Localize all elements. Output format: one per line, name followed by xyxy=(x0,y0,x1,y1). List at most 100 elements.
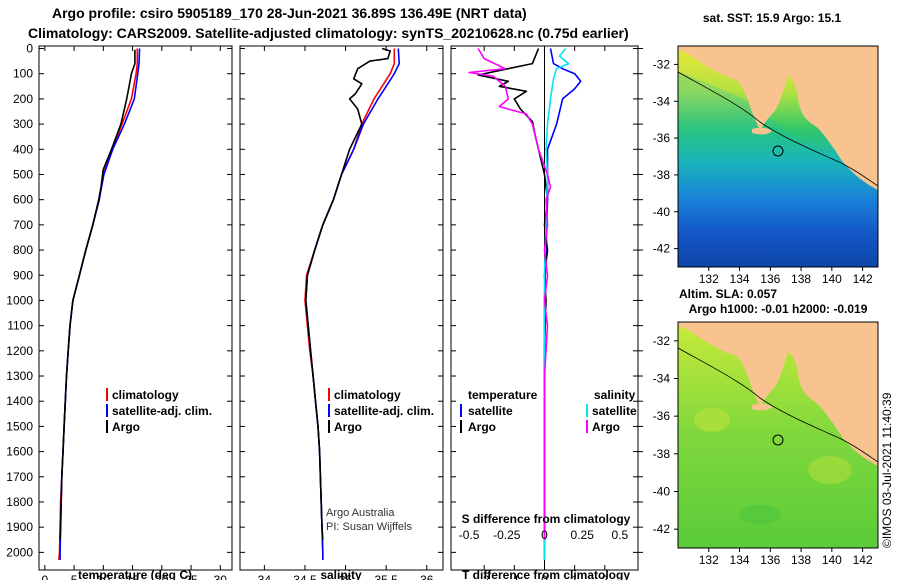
sst-map-ticks: -32 -34 -36 -38 -40 -42 132 134 136 138 140 142 xyxy=(653,57,873,286)
depth-label: 1500 xyxy=(6,419,33,433)
sst-cold-band xyxy=(678,72,878,267)
imos-timestamp: ©IMOS 03-Jul-2021 11:40:39 xyxy=(880,392,894,548)
sst-map-frame xyxy=(677,45,879,268)
depth-label: 1200 xyxy=(6,344,33,358)
lat-label: -42 xyxy=(653,242,671,256)
figure-title-line1: Argo profile: csiro 5905189_170 28-Jun-2… xyxy=(52,5,527,21)
salinity-legend: climatology satellite-adj. clim. Argo xyxy=(328,388,434,434)
depth-label: 100 xyxy=(13,67,33,81)
legend-mark-climatology xyxy=(328,388,330,401)
sst-map: sat. SST: 15.9 Argo: 15.1 -32 -34 -36 -38 -4… xyxy=(653,11,879,286)
legend-argo: Argo xyxy=(112,420,140,434)
depth-label: 1300 xyxy=(6,369,33,383)
legend-climatology: climatology xyxy=(334,388,401,402)
lat-label: -34 xyxy=(653,372,671,386)
argo-position-marker xyxy=(772,434,784,446)
lon-label: 132 xyxy=(699,272,719,286)
legend-temperature-heading: temperature xyxy=(468,388,538,402)
legend-argo: Argo xyxy=(334,420,362,434)
legend-mark-argo xyxy=(106,420,108,433)
depth-label: 0 xyxy=(26,42,33,56)
legend-mark-temp-argo xyxy=(460,420,462,433)
legend-mark-sal-argo xyxy=(586,420,588,433)
depth-label: 1700 xyxy=(6,470,33,484)
kangaroo-island xyxy=(752,403,772,411)
x-tick-label: 1 xyxy=(571,573,578,580)
lon-label: 142 xyxy=(853,272,873,286)
depth-label: 1600 xyxy=(6,445,33,459)
temperature-legend: climatology satellite-adj. clim. Argo xyxy=(106,388,212,434)
x-tick-label: -2 xyxy=(479,573,490,580)
s-tick-label: 0.5 xyxy=(612,528,629,542)
salinity-panel: 34 34.5 35 35.5 36 climatology satellite-adj… xyxy=(239,45,444,585)
temperature-panel: 0 5 10 15 20 25 30 climatology satellite-adj. … xyxy=(38,45,233,585)
x-tick-label: 30 xyxy=(214,573,228,580)
s-tick-label: 0.25 xyxy=(571,528,595,542)
australia-land xyxy=(678,322,878,466)
s-tick-label: -0.25 xyxy=(493,528,521,542)
x-tick-label: 5 xyxy=(71,573,78,580)
sst-map-title: sat. SST: 15.9 Argo: 15.1 xyxy=(703,11,842,25)
s-difference-label: S difference from climatology xyxy=(462,512,631,526)
depth-label: 2000 xyxy=(6,545,33,559)
depth-axis: 0 100 200 300 400 500 600 700 800 900 1000 1100 1200… xyxy=(6,42,33,560)
lat-label: -32 xyxy=(653,334,671,348)
difference-profile-lines xyxy=(468,46,582,570)
sla-eddy xyxy=(694,408,730,432)
depth-label: 600 xyxy=(13,193,33,207)
depth-label: 200 xyxy=(13,92,33,106)
legend-salinity-heading: salinity xyxy=(594,388,636,402)
x-tick-label: 34 xyxy=(258,573,272,580)
difference-legend: temperature satellite Argo salinity sate… xyxy=(460,388,637,434)
credit-line2: PI: Susan Wijffels xyxy=(326,521,412,533)
x-tick-label: 35.5 xyxy=(374,573,398,580)
x-tick-label: 0 xyxy=(541,573,548,580)
sla-map-ticks: -32 -34 -36 -38 -40 -42 132 134 136 138 140 142 xyxy=(653,334,873,567)
x-tick-label: 2 xyxy=(601,573,608,580)
lon-label: 134 xyxy=(730,553,750,567)
temperature-profile-lines xyxy=(58,48,141,560)
depth-label: 800 xyxy=(13,243,33,257)
legend-satellite: satellite-adj. clim. xyxy=(334,404,434,418)
legend-mark-satellite xyxy=(328,404,330,417)
legend-sal-argo: Argo xyxy=(592,420,620,434)
legend-mark-climatology xyxy=(106,388,108,401)
figure-title-line2: Climatology: CARS2009. Satellite-adjuste… xyxy=(28,25,629,41)
x-tick-label: -1 xyxy=(509,573,520,580)
argo-position-marker xyxy=(772,145,784,157)
sla-map-title1: Altim. SLA: 0.057 xyxy=(679,287,777,301)
difference-x-ticks: -2 -1 0 1 2 xyxy=(451,46,638,585)
lat-label: -38 xyxy=(653,447,671,461)
legend-temp-argo: Argo xyxy=(468,420,496,434)
legend-satellite: satellite-adj. clim. xyxy=(112,404,212,418)
lon-label: 132 xyxy=(699,553,719,567)
s-tick-label: -0.5 xyxy=(459,528,480,542)
lon-label: 138 xyxy=(791,553,811,567)
kangaroo-island xyxy=(752,127,772,135)
australia-land xyxy=(678,46,878,190)
legend-mark-sal-satellite xyxy=(586,404,588,417)
series-line-argo xyxy=(59,49,136,540)
legend-climatology: climatology xyxy=(112,388,179,402)
s-difference-ticks: -0.5 -0.25 0 0.25 0.5 xyxy=(459,528,629,542)
depth-label: 1800 xyxy=(6,495,33,509)
lon-label: 140 xyxy=(822,272,842,286)
lat-label: -40 xyxy=(653,205,671,219)
legend-mark-temp-satellite xyxy=(460,404,462,417)
salinity-profile-lines xyxy=(304,47,400,560)
lat-label: -42 xyxy=(653,522,671,536)
salinity-panel-frame xyxy=(239,45,444,571)
lat-label: -40 xyxy=(653,485,671,499)
lon-label: 140 xyxy=(822,553,842,567)
lon-label: 136 xyxy=(760,272,780,286)
series-line-salinity-argo xyxy=(468,48,552,540)
lon-label: 138 xyxy=(791,272,811,286)
lat-label: -32 xyxy=(653,57,671,71)
depth-label: 1400 xyxy=(6,394,33,408)
sla-eddy xyxy=(808,456,852,484)
x-tick-label: 0 xyxy=(42,573,49,580)
salinity-x-label: salinity xyxy=(320,568,362,580)
lon-label: 134 xyxy=(730,272,750,286)
sla-map-title2: Argo h1000: -0.01 h2000: -0.019 xyxy=(689,302,868,316)
legend-mark-satellite xyxy=(106,404,108,417)
